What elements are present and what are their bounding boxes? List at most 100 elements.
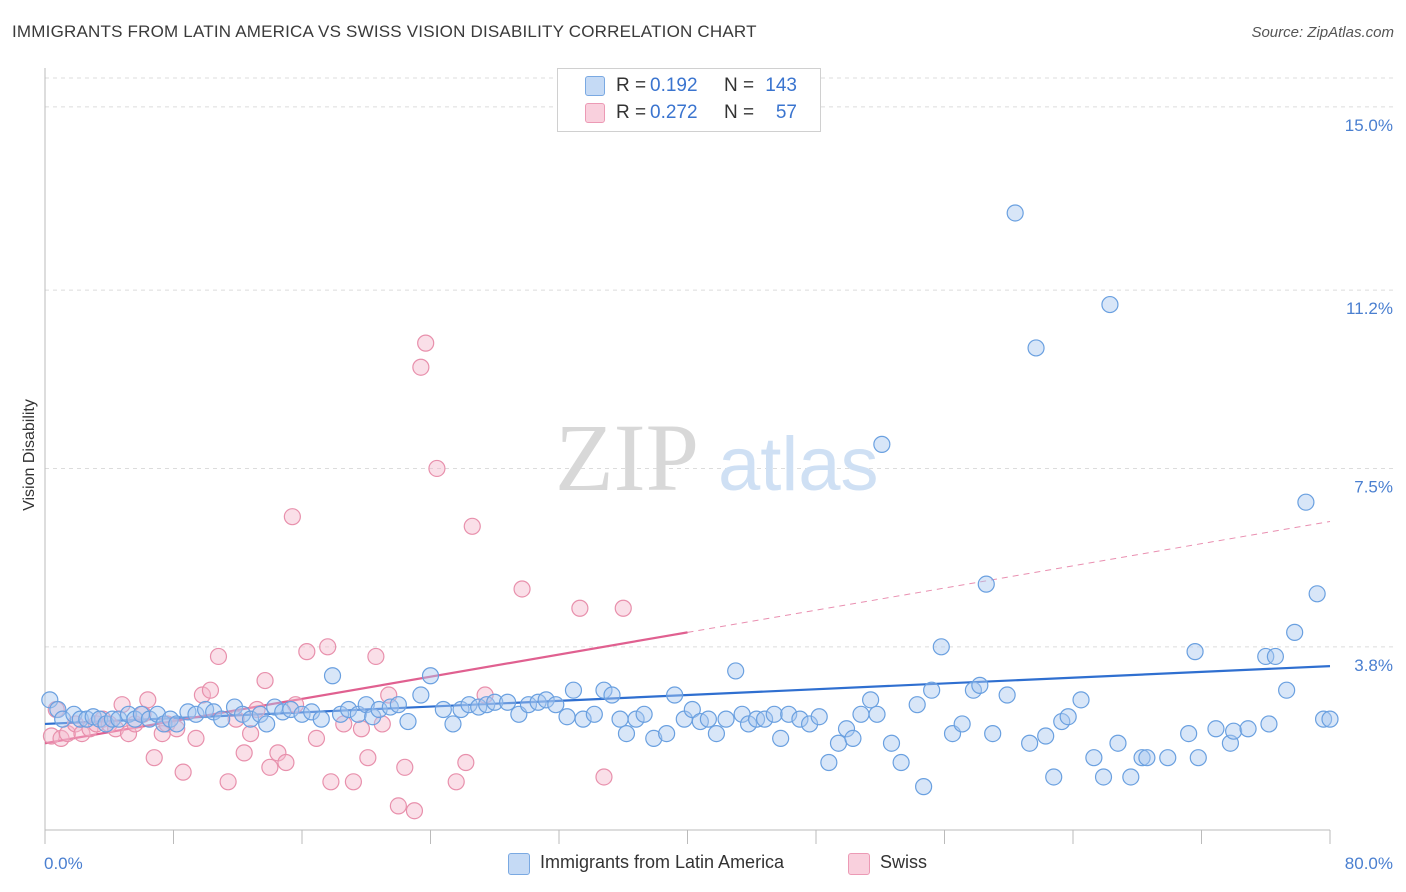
point-swiss bbox=[614, 599, 632, 617]
point-latin-america bbox=[810, 708, 828, 726]
point-latin-america bbox=[908, 696, 926, 714]
point-latin-america bbox=[434, 700, 452, 719]
point-latin-america bbox=[932, 638, 950, 656]
point-latin-america bbox=[635, 705, 653, 723]
point-latin-america bbox=[399, 712, 417, 731]
point-latin-america bbox=[499, 693, 517, 711]
legend-swatch-pink bbox=[585, 103, 605, 123]
point-latin-america bbox=[1314, 710, 1333, 728]
point-latin-america bbox=[331, 705, 350, 723]
point-latin-america bbox=[1138, 749, 1156, 767]
point-latin-america bbox=[780, 705, 798, 723]
point-swiss bbox=[139, 691, 157, 709]
source-label: Source: ZipAtlas.com bbox=[1251, 24, 1394, 41]
point-latin-america bbox=[739, 715, 758, 733]
point-latin-america bbox=[1133, 749, 1151, 767]
point-latin-america bbox=[645, 729, 663, 748]
point-latin-america bbox=[303, 703, 321, 721]
point-latin-america bbox=[148, 705, 167, 723]
point-latin-america bbox=[364, 708, 382, 726]
point-latin-america bbox=[800, 715, 819, 733]
point-latin-america bbox=[444, 715, 462, 733]
point-latin-america bbox=[1059, 708, 1077, 726]
point-swiss bbox=[187, 729, 205, 748]
legend: R = 0.192 N = 143 R = 0.272 N = 57 bbox=[557, 68, 821, 132]
point-latin-america bbox=[242, 710, 260, 728]
point-latin-america bbox=[772, 729, 790, 748]
watermark-atlas: atlas bbox=[718, 422, 879, 507]
point-latin-america bbox=[1266, 647, 1284, 666]
point-latin-america bbox=[312, 710, 330, 728]
point-swiss bbox=[463, 517, 481, 535]
point-latin-america bbox=[1321, 710, 1339, 728]
y-tick-label: 7.5% bbox=[1354, 477, 1393, 496]
point-swiss bbox=[389, 797, 407, 815]
point-swiss bbox=[219, 773, 237, 791]
point-latin-america bbox=[829, 734, 848, 752]
point-latin-america bbox=[1006, 204, 1024, 222]
point-latin-america bbox=[412, 686, 430, 704]
point-swiss bbox=[145, 749, 163, 767]
point-latin-america bbox=[727, 662, 745, 680]
point-latin-america bbox=[187, 705, 205, 723]
point-latin-america bbox=[1037, 727, 1055, 745]
point-swiss bbox=[242, 724, 260, 743]
watermark: ZIP atlas bbox=[555, 404, 879, 511]
point-latin-america bbox=[998, 686, 1016, 704]
point-latin-america bbox=[452, 700, 470, 719]
legend-r-label: R = bbox=[616, 75, 647, 96]
point-latin-america bbox=[1085, 749, 1103, 767]
point-latin-america bbox=[1072, 691, 1090, 709]
point-swiss bbox=[174, 763, 192, 781]
point-latin-america bbox=[1286, 623, 1304, 641]
point-swiss bbox=[201, 681, 220, 699]
point-latin-america bbox=[585, 705, 603, 723]
point-latin-america bbox=[1109, 734, 1127, 752]
point-swiss bbox=[417, 334, 435, 352]
legend-row-swiss: R = 0.272 N = 57 bbox=[558, 100, 820, 126]
point-swiss bbox=[367, 647, 385, 666]
point-latin-america bbox=[1225, 722, 1243, 740]
point-swiss bbox=[113, 696, 131, 714]
point-latin-america bbox=[486, 693, 504, 711]
point-latin-america bbox=[1260, 715, 1278, 733]
point-latin-america bbox=[339, 700, 358, 719]
point-latin-america bbox=[820, 753, 838, 772]
point-swiss bbox=[119, 724, 138, 743]
point-latin-america bbox=[595, 681, 613, 699]
point-latin-america bbox=[923, 681, 941, 699]
point-swiss bbox=[319, 638, 337, 656]
point-swiss bbox=[352, 720, 371, 738]
point-latin-america bbox=[627, 710, 645, 728]
point-swiss bbox=[373, 715, 391, 733]
point-latin-america bbox=[558, 708, 576, 726]
point-swiss bbox=[428, 459, 446, 478]
point-latin-america bbox=[71, 710, 89, 728]
point-latin-america bbox=[1297, 493, 1315, 511]
point-latin-america bbox=[1159, 749, 1177, 767]
point-latin-america bbox=[892, 753, 910, 772]
point-latin-america bbox=[1207, 720, 1225, 738]
point-swiss bbox=[235, 744, 253, 762]
point-latin-america bbox=[658, 724, 676, 743]
bottom-legend-label: Swiss bbox=[880, 852, 928, 872]
point-latin-america bbox=[168, 715, 186, 733]
legend-swatch-blue bbox=[585, 76, 605, 96]
point-latin-america bbox=[1239, 720, 1257, 738]
point-swiss bbox=[344, 773, 362, 791]
point-latin-america bbox=[844, 729, 862, 748]
point-latin-america bbox=[1094, 768, 1113, 786]
y-axis-title: Vision Disability bbox=[21, 399, 38, 511]
point-swiss bbox=[513, 580, 531, 598]
point-swiss bbox=[457, 753, 475, 772]
point-latin-america bbox=[603, 686, 621, 704]
y-tick-label: 11.2% bbox=[1346, 299, 1393, 318]
point-latin-america bbox=[282, 700, 300, 719]
point-latin-america bbox=[213, 710, 231, 728]
trend-line-swiss bbox=[44, 631, 688, 745]
legend-n-label: N = bbox=[724, 102, 755, 123]
point-swiss bbox=[277, 753, 295, 772]
legend-r-value: 0.272 bbox=[650, 102, 698, 123]
point-latin-america bbox=[1045, 768, 1063, 786]
point-swiss bbox=[595, 768, 613, 786]
